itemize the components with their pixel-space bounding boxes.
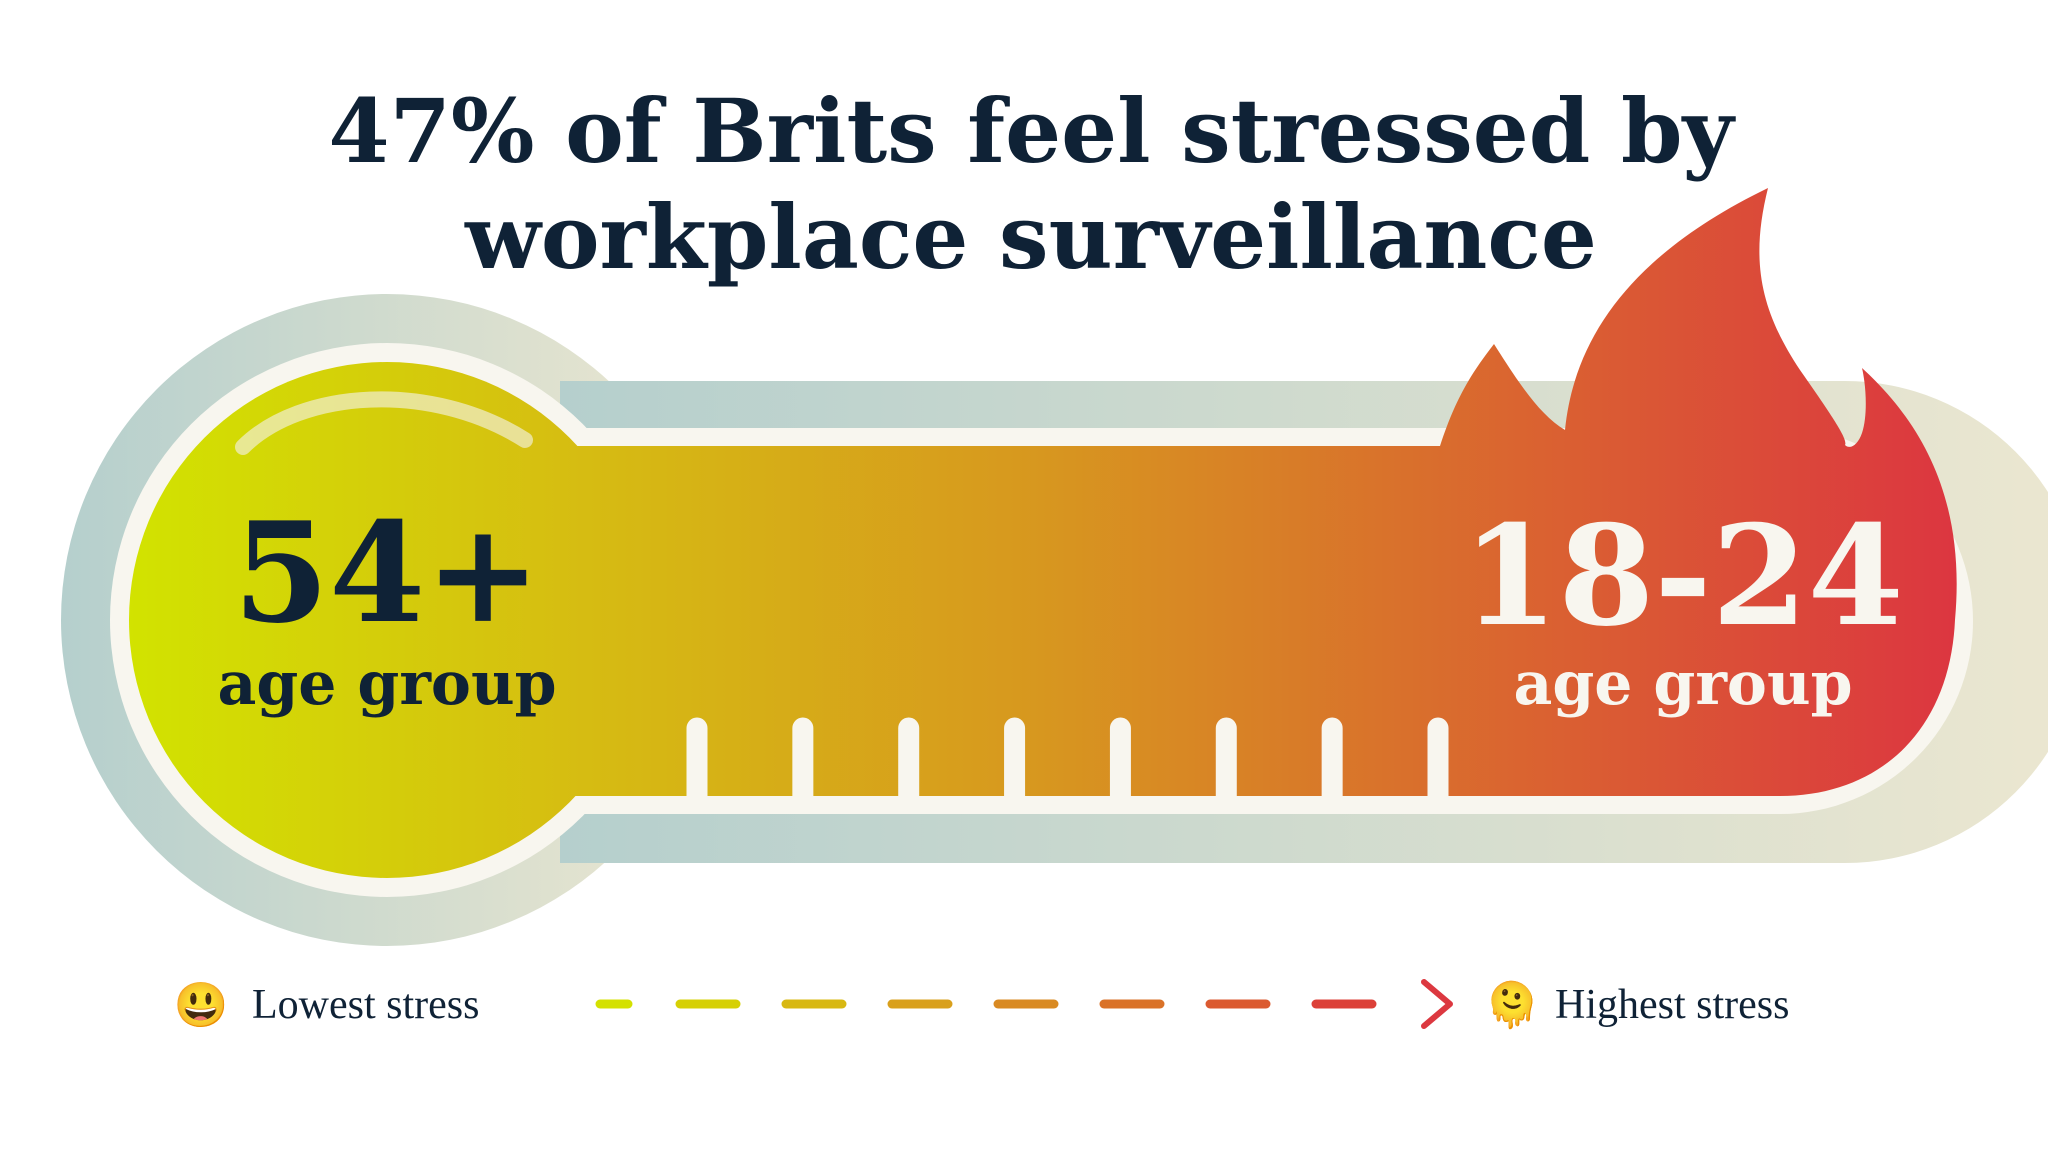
title-line-2: workplace surveillance xyxy=(464,185,1597,289)
low-end-value: 54+ xyxy=(233,491,541,654)
low-end-label: age group xyxy=(217,649,556,719)
low-stress-label: Lowest stress xyxy=(252,982,479,1028)
title-line-1: 47% of Brits feel stressed by xyxy=(328,79,1736,183)
low-stress-emoji-icon: 😃 xyxy=(174,981,229,1030)
tick-marks xyxy=(686,717,1449,811)
bulb-highlight xyxy=(235,391,533,455)
arrow-right-icon xyxy=(1421,979,1453,1029)
high-end-value: 18-24 xyxy=(1462,494,1903,657)
high-stress-emoji-icon: 🫠 xyxy=(1485,976,1540,1030)
high-stress-label: Highest stress xyxy=(1555,982,1790,1028)
high-end-label: age group xyxy=(1513,649,1852,719)
